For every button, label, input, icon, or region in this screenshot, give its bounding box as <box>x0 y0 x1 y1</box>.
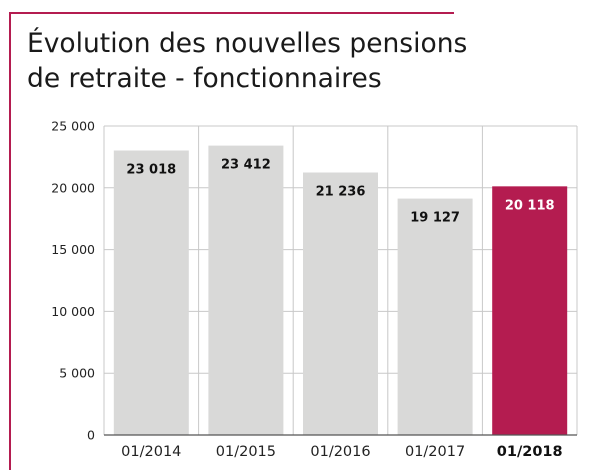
y-tick-label: 0 <box>87 428 95 443</box>
bar <box>208 145 284 435</box>
y-tick-label: 25 000 <box>51 119 95 134</box>
bar-value-label: 21 236 <box>316 185 366 200</box>
x-tick-label: 01/2017 <box>405 444 465 460</box>
bar-value-label: 20 118 <box>505 198 555 213</box>
bar <box>303 172 378 435</box>
chart-title-line-2: de retraite - fonctionnaires <box>27 63 382 94</box>
bar-value-label: 19 127 <box>410 211 460 226</box>
bar <box>492 186 568 435</box>
x-tick-label: 01/2016 <box>310 444 370 460</box>
x-tick-label: 01/2014 <box>121 444 181 460</box>
chart-title: Évolution des nouvelles pensions de retr… <box>27 26 467 96</box>
y-tick-label: 5 000 <box>59 366 95 381</box>
bar <box>397 198 473 435</box>
y-tick-label: 15 000 <box>51 242 95 257</box>
bar <box>113 150 189 436</box>
y-tick-label: 20 000 <box>51 180 95 195</box>
x-tick-label: 01/2015 <box>216 444 276 460</box>
y-tick-label: 10 000 <box>51 304 95 319</box>
frame-top-rule <box>9 12 454 14</box>
chart-title-line-1: Évolution des nouvelles pensions <box>27 28 468 59</box>
bar-value-label: 23 412 <box>221 158 271 173</box>
frame-left-rule <box>9 12 11 470</box>
bar-value-label: 23 018 <box>126 162 176 177</box>
x-tick-label: 01/2018 <box>497 444 563 460</box>
